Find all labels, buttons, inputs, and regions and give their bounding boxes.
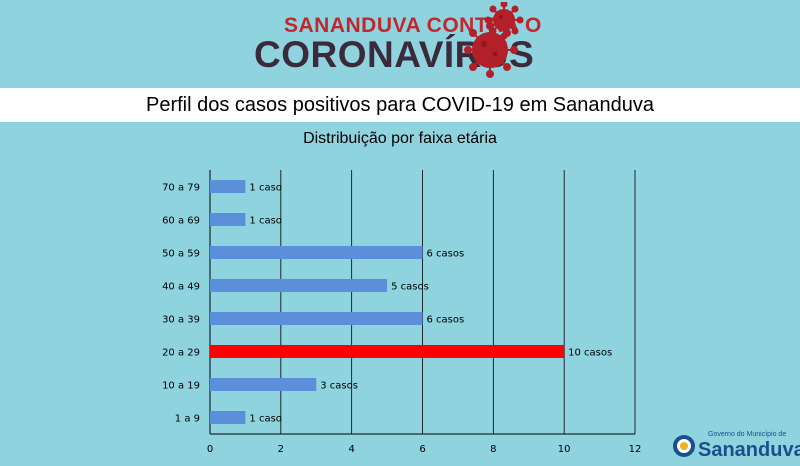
y-tick-label: 40 a 49 <box>162 282 200 293</box>
bar <box>210 180 246 193</box>
bar <box>210 378 317 391</box>
municipality-name: Sananduva <box>698 439 800 461</box>
data-label: 10 casos <box>568 348 612 359</box>
data-label: 3 casos <box>320 381 358 392</box>
bar <box>210 411 246 424</box>
x-tick-label: 2 <box>278 444 284 455</box>
y-tick-label: 20 a 29 <box>162 348 200 359</box>
title-banner: Perfil dos casos positivos para COVID-19… <box>0 88 800 122</box>
virus-icon <box>464 2 524 78</box>
bar <box>210 246 423 259</box>
y-tick-label: 1 a 9 <box>175 414 200 425</box>
data-label: 1 caso <box>249 183 282 194</box>
x-tick-label: 6 <box>419 444 425 455</box>
municipality-emblem-icon <box>673 435 695 457</box>
y-tick-label: 50 a 59 <box>162 249 200 260</box>
x-tick-label: 12 <box>629 444 642 455</box>
bar <box>210 312 423 325</box>
y-tick-label: 10 a 19 <box>162 381 200 392</box>
x-tick-label: 4 <box>348 444 354 455</box>
y-tick-label: 60 a 69 <box>162 216 200 227</box>
campaign-logo: SANANDUVA CONTRA O CORONAVÍRUS <box>0 0 800 88</box>
bar <box>210 279 388 292</box>
data-label: 6 casos <box>427 249 465 260</box>
bar <box>210 213 246 226</box>
page-title: Perfil dos casos positivos para COVID-19… <box>145 94 655 116</box>
municipality-caption: Governo do Município de <box>708 431 787 438</box>
chart-title: Distribuição por faixa etária <box>303 130 497 147</box>
logo-tagline: SANANDUVA CONTRA O <box>284 14 542 37</box>
y-tick-label: 30 a 39 <box>162 315 200 326</box>
x-tick-label: 10 <box>558 444 571 455</box>
data-label: 6 casos <box>427 315 465 326</box>
y-tick-label: 70 a 79 <box>162 183 200 194</box>
municipality-logo: Governo do Município de Sananduva <box>672 430 800 462</box>
x-tick-label: 8 <box>490 444 496 455</box>
bar-highlight <box>210 345 565 358</box>
data-label: 1 caso <box>249 414 282 425</box>
data-label: 1 caso <box>249 216 282 227</box>
x-tick-label: 0 <box>207 444 213 455</box>
data-label: 5 casos <box>391 282 429 293</box>
